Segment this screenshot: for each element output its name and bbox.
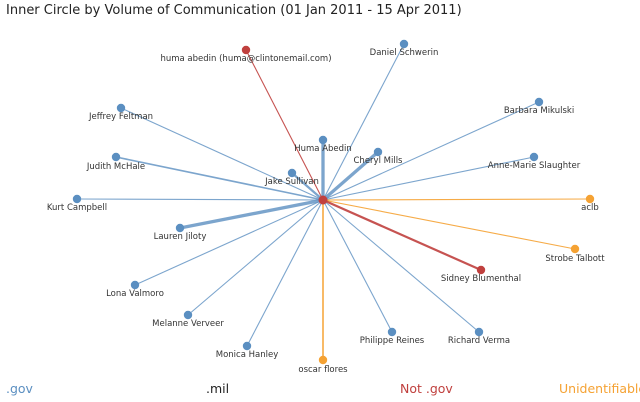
node-label-richard-verma: Richard Verma <box>448 336 510 346</box>
node-philippe-reines[interactable] <box>387 327 397 337</box>
node-label-daniel-schwerin: Daniel Schwerin <box>370 48 439 58</box>
node-label-monica-hanley: Monica Hanley <box>216 350 278 360</box>
edge-jeffrey-feltman <box>120 107 324 201</box>
legend-not-gov[interactable]: Not .gov <box>400 381 453 396</box>
node-monica-hanley[interactable] <box>242 341 252 351</box>
node-label-aclb: aclb <box>581 203 599 213</box>
node-label-barbara-mikulski: Barbara Mikulski <box>504 106 574 116</box>
node-label-huma-abedin-huma-clintonemail-com: huma abedin (huma@clintonemail.com) <box>160 54 331 64</box>
node-label-philippe-reines: Philippe Reines <box>360 336 425 346</box>
node-label-lona-valmoro: Lona Valmoro <box>106 289 164 299</box>
edges-group <box>76 43 591 360</box>
edge-melanne-verveer <box>187 199 324 316</box>
node-label-judith-mchale: Judith McHale <box>86 162 145 172</box>
edge-barbara-mikulski <box>322 101 540 201</box>
edge-huma-abedin-huma-clintonemail-com <box>245 49 324 201</box>
node-label-cheryl-mills: Cheryl Mills <box>354 156 404 166</box>
legend-unidentifiable[interactable]: Unidentifiable <box>559 381 640 396</box>
edge-lauren-jiloty <box>179 198 324 230</box>
node-huma-abedin[interactable] <box>318 135 328 145</box>
node-daniel-schwerin[interactable] <box>399 39 409 49</box>
edge-daniel-schwerin <box>322 43 405 201</box>
edge-anne-marie-slaughter <box>322 156 535 201</box>
nodes-group <box>72 39 595 365</box>
node-jeffrey-feltman[interactable] <box>116 103 126 113</box>
legend-mil[interactable]: .mil <box>206 381 230 396</box>
node-label-oscar-flores: oscar flores <box>298 365 348 375</box>
edge-kurt-campbell <box>76 198 324 201</box>
node-strobe-talbott[interactable] <box>570 244 580 254</box>
edge-strobe-talbott <box>322 199 576 250</box>
node-judith-mchale[interactable] <box>111 152 121 162</box>
node-sidney-blumenthal[interactable] <box>476 265 486 275</box>
node-barbara-mikulski[interactable] <box>534 97 544 107</box>
labels-group: huma abedin (huma@clintonemail.com) Danie… <box>47 48 605 375</box>
node-kurt-campbell[interactable] <box>72 194 82 204</box>
edge-sidney-blumenthal <box>322 198 482 272</box>
node-jake-sullivan[interactable] <box>287 168 297 178</box>
chart-title: Inner Circle by Volume of Communication … <box>6 3 462 18</box>
node-label-strobe-talbott: Strobe Talbott <box>545 254 605 264</box>
legend-gov[interactable]: .gov <box>6 381 33 396</box>
node-label-lauren-jiloty: Lauren Jiloty <box>154 232 207 242</box>
node-richard-verma[interactable] <box>474 327 484 337</box>
edge-jake-sullivan <box>291 172 324 201</box>
edge-richard-verma <box>322 199 480 333</box>
node-label-anne-marie-slaughter: Anne-Marie Slaughter <box>488 161 581 171</box>
center-node[interactable] <box>318 195 328 205</box>
edge-aclb <box>322 198 591 201</box>
node-huma-abedin-huma-clintonemail-com[interactable] <box>241 45 251 55</box>
node-label-huma-abedin: Huma Abedin <box>294 144 352 154</box>
node-lauren-jiloty[interactable] <box>175 223 185 233</box>
edge-philippe-reines <box>322 199 393 333</box>
node-aclb[interactable] <box>585 194 595 204</box>
node-lona-valmoro[interactable] <box>130 280 140 290</box>
node-label-jeffrey-feltman: Jeffrey Feltman <box>88 112 153 122</box>
node-cheryl-mills[interactable] <box>373 147 383 157</box>
node-oscar-flores[interactable] <box>318 355 328 365</box>
edge-lona-valmoro <box>134 199 324 286</box>
edge-judith-mchale <box>115 156 324 201</box>
node-label-melanne-verveer: Melanne Verveer <box>152 319 224 329</box>
node-anne-marie-slaughter[interactable] <box>529 152 539 162</box>
edge-cheryl-mills <box>321 150 380 202</box>
node-label-kurt-campbell: Kurt Campbell <box>47 203 107 213</box>
edge-monica-hanley <box>246 199 324 347</box>
node-melanne-verveer[interactable] <box>183 310 193 320</box>
node-label-sidney-blumenthal: Sidney Blumenthal <box>441 274 521 284</box>
node-label-jake-sullivan: Jake Sullivan <box>264 177 319 187</box>
